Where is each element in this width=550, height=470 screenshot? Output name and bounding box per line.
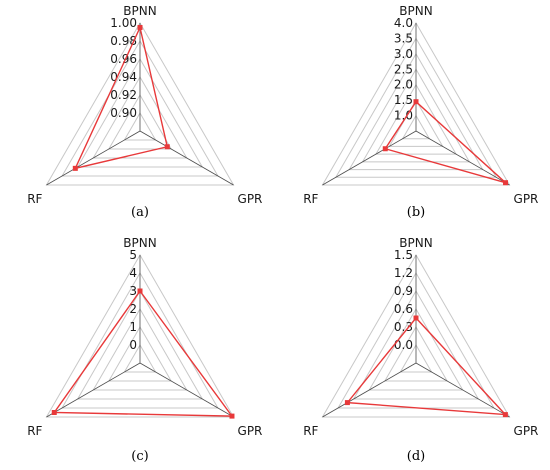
axis-name-bpnn: BPNN (399, 4, 432, 18)
data-point (51, 410, 57, 415)
tick-label: 2.5 (394, 62, 413, 76)
tick-label: 2.0 (394, 78, 413, 92)
data-point (413, 99, 419, 105)
data-point (164, 144, 170, 150)
axis-name-rf: RF (303, 192, 318, 206)
grid-ring (399, 344, 433, 373)
grid-ring (348, 52, 484, 171)
tick-label: 2 (129, 302, 137, 316)
grid-ring (92, 75, 188, 159)
tick-label: 0.90 (110, 106, 137, 120)
data-point (502, 412, 508, 418)
grid-ring (61, 272, 219, 409)
grid-ring (45, 22, 235, 186)
axis-spoke (46, 130, 141, 186)
grid-ring (107, 325, 173, 382)
tick-label: 0.96 (110, 52, 137, 66)
tick-label: 0.98 (110, 34, 137, 48)
grid-ring (321, 21, 511, 186)
axis-name-rf: RF (27, 192, 42, 206)
grid-ring (352, 289, 480, 400)
tick-label: 0 (129, 338, 137, 352)
tick-label: 3 (129, 284, 137, 298)
axis-name-gpr: GPR (238, 192, 263, 206)
series-line (346, 316, 508, 416)
axis-name-bpnn: BPNN (123, 4, 156, 18)
axis-spoke (322, 362, 417, 418)
tick-label: 0.3 (394, 320, 413, 334)
tick-label: 4 (129, 266, 137, 280)
tick-label: 5 (129, 248, 137, 262)
axis-spoke (322, 130, 417, 186)
grid-ring (107, 93, 173, 150)
data-point (413, 315, 419, 321)
grid-ring (123, 111, 157, 141)
data-point (137, 25, 143, 30)
tick-label: 0.9 (394, 284, 413, 298)
grid-ring (61, 40, 219, 177)
axis-spoke (415, 362, 510, 418)
tick-label: 0.94 (110, 70, 137, 84)
tick-label: 1.00 (110, 16, 137, 30)
axis-name-gpr: GPR (514, 192, 539, 206)
grid-ring (361, 68, 471, 163)
axis-spoke (139, 130, 234, 186)
data-point (382, 146, 388, 152)
grid-ring (368, 308, 464, 391)
data-point (503, 180, 509, 186)
tick-label: 0.6 (394, 302, 413, 316)
panel-label: (d) (407, 449, 425, 464)
axis-spoke (46, 362, 141, 418)
axis-name-rf: RF (303, 424, 318, 438)
grid-ring (76, 58, 204, 168)
axis-name-bpnn: BPNN (123, 236, 156, 250)
data-point (229, 413, 235, 419)
grid-ring (321, 253, 511, 418)
tick-label: 1.5 (394, 93, 413, 107)
data-point (137, 288, 143, 294)
axis-spoke (139, 362, 234, 418)
tick-label: 1.2 (394, 266, 413, 280)
grid-ring (383, 325, 449, 382)
series-line (74, 25, 169, 170)
tick-label: 0.92 (110, 88, 137, 102)
series-line (52, 289, 234, 417)
axis-name-gpr: GPR (238, 424, 263, 438)
axis-name-gpr: GPR (514, 424, 539, 438)
grid-ring (334, 37, 498, 178)
axis-spoke (415, 130, 510, 186)
data-point (72, 165, 78, 171)
tick-label: 1 (129, 320, 137, 334)
grid-ring (92, 307, 188, 391)
grid-ring (123, 343, 157, 373)
tick-label: 4.0 (394, 16, 413, 30)
tick-label: 1.0 (394, 109, 413, 123)
grid-ring (76, 290, 204, 400)
grid-ring (45, 254, 235, 418)
grid-ring (401, 114, 431, 140)
tick-label: 3.0 (394, 47, 413, 61)
panel-label: (a) (131, 205, 149, 220)
series-line (384, 100, 506, 184)
panel-label: (c) (131, 449, 148, 464)
panel-label: (b) (407, 205, 425, 220)
axis-name-rf: RF (27, 424, 42, 438)
axis-name-bpnn: BPNN (399, 236, 432, 250)
tick-label: 0.0 (394, 338, 413, 352)
tick-label: 1.5 (394, 248, 413, 262)
tick-label: 3.5 (394, 31, 413, 45)
data-point (344, 400, 350, 406)
